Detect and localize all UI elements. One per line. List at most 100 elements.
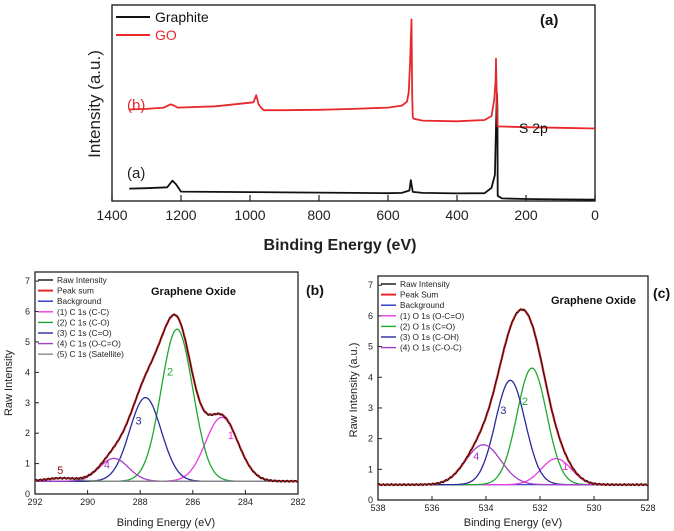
panel-c-xtick-label: 532 xyxy=(532,503,547,513)
panel-b-curves: 1 2 3 4 5 xyxy=(34,313,299,483)
s2p-annotation: S 2p xyxy=(519,120,548,136)
panel-c-ytick-label: 4 xyxy=(368,372,373,382)
panel-c-xtick-label: 528 xyxy=(640,503,655,513)
panel-a-xtick-label: 600 xyxy=(376,207,400,223)
panel-b-frame xyxy=(34,271,299,495)
panel-a-x-ticks: 1400 1200 1000 800 600 400 200 0 xyxy=(96,195,599,223)
panel-b-xtick-label: 282 xyxy=(290,497,305,507)
panel-b-ytick-label: 7 xyxy=(25,276,30,286)
panel-b-legend-label: (5) C 1s (Satellite) xyxy=(57,349,124,359)
panel-c-xtick-label: 538 xyxy=(370,503,385,513)
panel-c-xtick-label: 534 xyxy=(478,503,493,513)
panel-a-survey-spectrum: 1400 1200 1000 800 600 400 200 0 Intensity (a.u… xyxy=(85,4,599,254)
panel-b-peak-1 xyxy=(35,416,298,482)
panel-b-ytick-label: 4 xyxy=(25,367,30,377)
panel-c-legend-label: (4) O 1s (C-O-C) xyxy=(400,343,462,353)
panel-b-peak-label-3: 3 xyxy=(135,416,141,428)
panel-c-label: (c) xyxy=(653,285,670,301)
panel-b-ytick-label: 5 xyxy=(25,337,30,347)
panel-c-legend-label: Background xyxy=(400,300,445,310)
panel-c-ytick-label: 6 xyxy=(368,311,373,321)
panel-c-ytick-label: 2 xyxy=(368,434,373,444)
panel-c-ytick-label: 3 xyxy=(368,403,373,413)
panel-c-legend-label: (3) O 1s (C-OH) xyxy=(400,332,459,342)
panel-b-xtick-label: 292 xyxy=(27,497,42,507)
panel-c-o1s-spectrum: 538 536 534 532 530 528 0 1 2 3 4 5 6 7 1 2 3 4 Raw Inte… xyxy=(348,275,670,529)
legend-label-graphite: Graphite xyxy=(155,9,209,25)
panel-a-label: (a) xyxy=(540,12,558,29)
panel-a-frame xyxy=(111,4,596,202)
panel-a-xtick-label: 1400 xyxy=(96,207,127,223)
panel-b-peak-label-5: 5 xyxy=(57,465,63,477)
panel-c-ylabel: Raw Intensity (a.u.) xyxy=(348,343,360,438)
curve-label-a: (a) xyxy=(127,165,145,182)
panel-a-xtick-label: 400 xyxy=(445,207,469,223)
panel-b-peak-label-1: 1 xyxy=(228,430,234,442)
panel-b-peak-3 xyxy=(35,396,298,482)
panel-c-ytick-label: 0 xyxy=(368,495,373,505)
panel-c-raw-intensity xyxy=(377,308,649,487)
panel-b-xtick-label: 290 xyxy=(80,497,95,507)
panel-c-ytick-label: 1 xyxy=(368,464,373,474)
panel-b-legend-label: Peak sum xyxy=(57,286,94,296)
panel-b-xlabel: Binding Energy (eV) xyxy=(117,517,215,529)
panel-b-xtick-label: 284 xyxy=(238,497,253,507)
panel-b-xtick-label: 286 xyxy=(185,497,200,507)
panel-c-legend-label: Raw Intensity xyxy=(400,279,451,289)
panel-c-xtick-label: 530 xyxy=(586,503,601,513)
panel-c-peak-label-3: 3 xyxy=(500,405,506,417)
curve-label-b: (b) xyxy=(127,97,145,114)
panel-b-raw-intensity xyxy=(34,313,299,483)
panel-c-peak-2 xyxy=(378,367,648,486)
panel-b-peak-label-2: 2 xyxy=(167,366,173,378)
panel-b-ytick-label: 6 xyxy=(25,307,30,317)
panel-c-ytick-label: 5 xyxy=(368,342,373,352)
panel-b-ytick-label: 0 xyxy=(25,489,30,499)
panel-c-peak-label-1: 1 xyxy=(562,461,568,473)
panel-b-ytick-label: 2 xyxy=(25,428,30,438)
panel-a-xtick-label: 1000 xyxy=(234,207,265,223)
panel-b-ylabel: Raw Intensity xyxy=(3,349,15,416)
panel-b-peak-label-4: 4 xyxy=(104,459,110,471)
panel-c-peak-label-2: 2 xyxy=(522,396,528,408)
panel-c-peak-label-4: 4 xyxy=(473,451,479,463)
panel-b-legend-label: Background xyxy=(57,296,102,306)
panel-b-ytick-label: 1 xyxy=(25,459,30,469)
panel-a-xtick-label: 1200 xyxy=(165,207,196,223)
panel-b-title: Graphene Oxide xyxy=(151,286,236,298)
panel-c-legend-label: Peak Sum xyxy=(400,290,438,300)
panel-c-peak-4 xyxy=(378,444,648,486)
panel-c-ytick-label: 7 xyxy=(368,280,373,290)
panel-b-xtick-label: 288 xyxy=(133,497,148,507)
panel-c-frame xyxy=(377,275,649,501)
panel-a-xlabel: Binding Energy (eV) xyxy=(264,237,417,254)
panel-c-peak-1 xyxy=(378,457,648,486)
panel-c-curves: 1 2 3 4 xyxy=(377,308,649,487)
panel-b-legend-label: (4) C 1s (O-C=O) xyxy=(57,339,121,349)
panel-c-legend-label: (2) O 1s (C=O) xyxy=(400,321,455,331)
panel-a-ylabel: Intensity (a.u.) xyxy=(85,50,104,158)
panel-b-ytick-label: 3 xyxy=(25,398,30,408)
panel-a-xtick-label: 0 xyxy=(591,207,599,223)
panel-b-legend-label: (1) C 1s (C-C) xyxy=(57,307,109,317)
panel-a-series-go xyxy=(129,18,596,130)
panel-c-ticks: 538 536 534 532 530 528 0 1 2 3 4 5 6 7 xyxy=(368,280,656,513)
panel-c-xlabel: Binding Energy (eV) xyxy=(464,517,562,529)
panel-c-title: Graphene Oxide xyxy=(551,295,636,307)
panel-a-xtick-label: 200 xyxy=(514,207,538,223)
panel-b-legend-label: (3) C 1s (C=O) xyxy=(57,328,112,338)
panel-b-label: (b) xyxy=(306,282,324,298)
panel-b-c1s-spectrum: 292 290 288 286 284 282 0 1 2 3 4 5 6 7 1 2 3 4 5 Raw Int… xyxy=(3,271,324,529)
panel-b-legend-label: (2) C 1s (C-O) xyxy=(57,317,110,327)
panel-b-legend-label: Raw Intensity xyxy=(57,275,108,285)
panel-a-series-graphite xyxy=(129,93,596,201)
legend-label-go: GO xyxy=(155,27,177,43)
panel-c-legend-label: (1) O 1s (O-C=O) xyxy=(400,311,465,321)
panel-a-curves xyxy=(129,18,596,201)
panel-b-ticks: 292 290 288 286 284 282 0 1 2 3 4 5 6 7 xyxy=(25,276,306,507)
panel-a-xtick-label: 800 xyxy=(307,207,331,223)
panel-c-xtick-label: 536 xyxy=(424,503,439,513)
